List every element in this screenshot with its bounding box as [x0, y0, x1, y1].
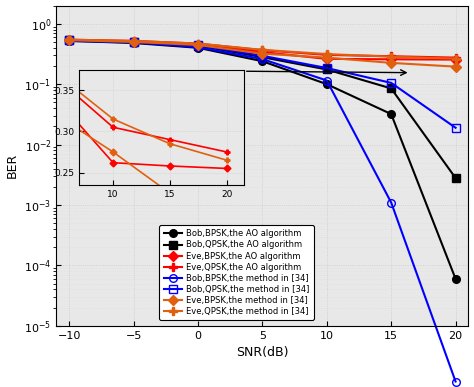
Bob,BPSK,the method in [34]	[453, 379, 458, 384]
Eve,QPSK,the method in [34]	[260, 48, 265, 52]
Bob,QPSK,the method in [34]	[388, 80, 394, 85]
Bob,BPSK,the AO algorithm	[324, 82, 329, 86]
Eve,BPSK,the method in [34]	[453, 64, 458, 69]
Bob,BPSK,the method in [34]	[324, 78, 329, 83]
Bob,QPSK,the AO algorithm	[195, 43, 201, 48]
Eve,BPSK,the method in [34]	[260, 51, 265, 56]
Bob,QPSK,the method in [34]	[453, 125, 458, 130]
Bob,QPSK,the method in [34]	[324, 66, 329, 70]
Eve,QPSK,the AO algorithm	[260, 48, 265, 53]
Bob,BPSK,the method in [34]	[195, 45, 201, 50]
Legend: Bob,BPSK,the AO algorithm, Bob,QPSK,the AO algorithm, Eve,BPSK,the AO algorithm,: Bob,BPSK,the AO algorithm, Bob,QPSK,the …	[159, 225, 314, 320]
Eve,QPSK,the AO algorithm	[388, 54, 394, 58]
Bob,BPSK,the method in [34]	[388, 200, 394, 205]
Eve,BPSK,the method in [34]	[131, 39, 137, 44]
Eve,QPSK,the AO algorithm	[131, 39, 137, 43]
Bob,BPSK,the method in [34]	[66, 39, 72, 43]
Line: Bob,QPSK,the method in [34]: Bob,QPSK,the method in [34]	[65, 37, 459, 132]
Eve,BPSK,the method in [34]	[195, 43, 201, 47]
X-axis label: SNR(dB): SNR(dB)	[236, 346, 289, 359]
Bob,BPSK,the AO algorithm	[260, 59, 265, 63]
Eve,QPSK,the method in [34]	[195, 41, 201, 46]
Eve,QPSK,the AO algorithm	[66, 38, 72, 42]
Line: Bob,BPSK,the method in [34]: Bob,BPSK,the method in [34]	[65, 37, 459, 385]
Eve,QPSK,the method in [34]	[66, 38, 72, 42]
Bob,BPSK,the AO algorithm	[131, 41, 137, 45]
Bob,QPSK,the method in [34]	[195, 43, 201, 47]
Line: Eve,BPSK,the method in [34]: Eve,BPSK,the method in [34]	[66, 37, 459, 70]
Bob,QPSK,the AO algorithm	[388, 86, 394, 91]
Line: Bob,QPSK,the AO algorithm: Bob,QPSK,the AO algorithm	[65, 37, 459, 182]
Eve,BPSK,the AO algorithm	[66, 38, 72, 43]
Eve,QPSK,the method in [34]	[131, 39, 137, 43]
Eve,QPSK,the method in [34]	[324, 52, 329, 57]
Bob,BPSK,the AO algorithm	[195, 45, 201, 50]
Eve,QPSK,the method in [34]	[388, 54, 394, 59]
Bob,QPSK,the AO algorithm	[453, 176, 458, 180]
Eve,BPSK,the AO algorithm	[388, 57, 394, 62]
Bob,QPSK,the AO algorithm	[324, 67, 329, 72]
Bob,BPSK,the AO algorithm	[388, 112, 394, 116]
Eve,BPSK,the method in [34]	[324, 55, 329, 60]
Bob,QPSK,the method in [34]	[260, 53, 265, 58]
Bob,QPSK,the method in [34]	[66, 38, 72, 43]
Eve,BPSK,the method in [34]	[66, 38, 72, 43]
Line: Eve,QPSK,the AO algorithm: Eve,QPSK,the AO algorithm	[65, 36, 459, 62]
Bob,QPSK,the AO algorithm	[66, 38, 72, 43]
Eve,QPSK,the method in [34]	[453, 56, 458, 61]
Eve,BPSK,the AO algorithm	[131, 39, 137, 44]
Bob,QPSK,the AO algorithm	[131, 39, 137, 44]
Eve,BPSK,the AO algorithm	[195, 43, 201, 47]
Eve,BPSK,the AO algorithm	[453, 57, 458, 62]
Bob,BPSK,the AO algorithm	[453, 277, 458, 281]
Bob,QPSK,the method in [34]	[131, 39, 137, 44]
Eve,QPSK,the AO algorithm	[195, 41, 201, 46]
Bob,BPSK,the method in [34]	[131, 40, 137, 45]
Line: Eve,QPSK,the method in [34]: Eve,QPSK,the method in [34]	[65, 36, 459, 62]
Eve,BPSK,the method in [34]	[388, 61, 394, 65]
Bob,BPSK,the AO algorithm	[66, 39, 72, 43]
Bob,QPSK,the AO algorithm	[260, 55, 265, 60]
Eve,BPSK,the AO algorithm	[324, 57, 329, 61]
Line: Bob,BPSK,the AO algorithm: Bob,BPSK,the AO algorithm	[65, 37, 459, 283]
Eve,QPSK,the AO algorithm	[324, 53, 329, 57]
Line: Eve,BPSK,the AO algorithm: Eve,BPSK,the AO algorithm	[66, 37, 459, 63]
Eve,BPSK,the AO algorithm	[260, 50, 265, 55]
Y-axis label: BER: BER	[6, 153, 18, 178]
Eve,QPSK,the AO algorithm	[453, 55, 458, 60]
Bob,BPSK,the method in [34]	[260, 57, 265, 62]
